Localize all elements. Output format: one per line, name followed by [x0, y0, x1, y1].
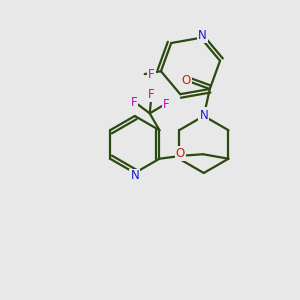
Text: O: O — [182, 74, 191, 87]
Text: N: N — [130, 169, 139, 182]
Text: F: F — [148, 68, 154, 81]
Text: N: N — [200, 108, 208, 121]
Text: F: F — [163, 98, 169, 111]
Text: F: F — [148, 88, 154, 100]
Text: N: N — [200, 109, 208, 122]
Text: N: N — [198, 29, 207, 42]
Text: O: O — [176, 147, 185, 160]
Text: F: F — [131, 96, 137, 109]
